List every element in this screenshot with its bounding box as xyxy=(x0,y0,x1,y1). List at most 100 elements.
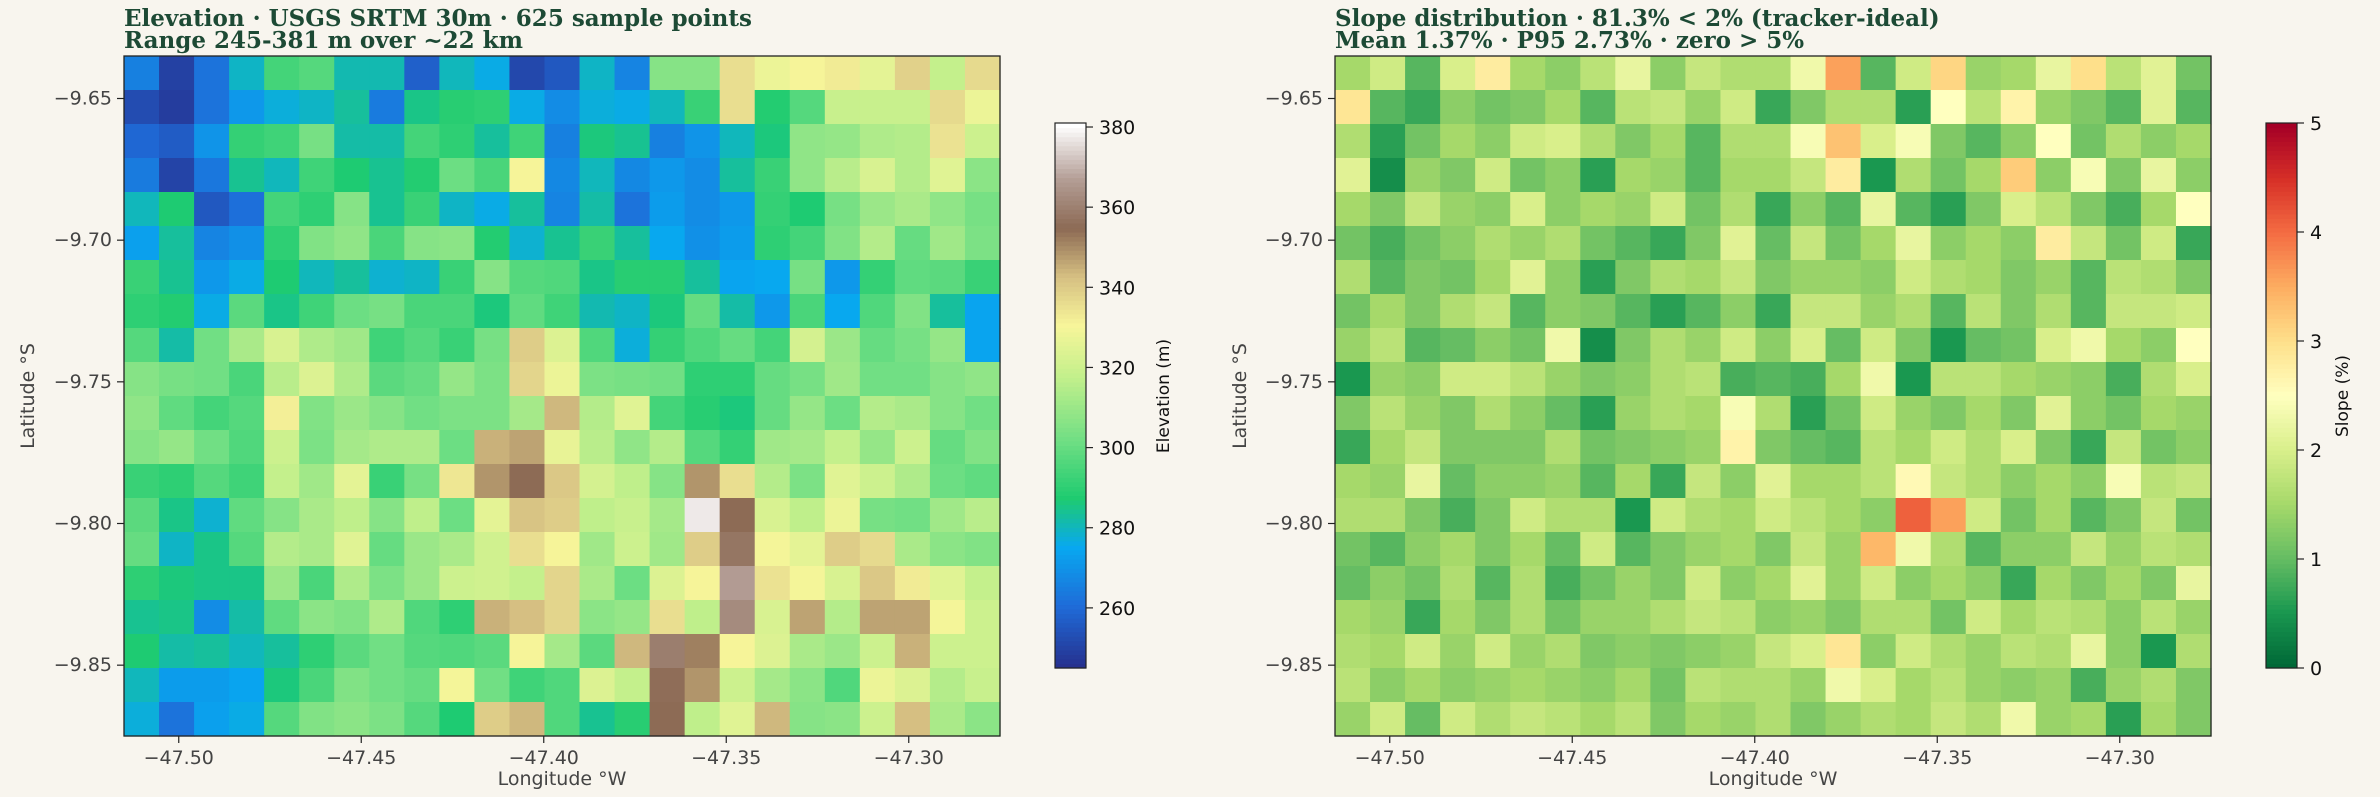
slope-cell xyxy=(2000,328,2037,363)
elevation-cell xyxy=(159,294,195,329)
elevation-cell xyxy=(544,294,581,329)
elevation-cell xyxy=(684,668,721,703)
elevation-cell xyxy=(544,158,581,193)
slope-cell xyxy=(1510,328,1546,363)
slope-cell xyxy=(2105,90,2142,125)
slope-cell xyxy=(2000,532,2037,567)
slope-colorbar-segment xyxy=(2266,390,2297,397)
slope-cell xyxy=(1370,56,1406,91)
elevation-colorbar-segment xyxy=(1055,272,1086,279)
elevation-cell xyxy=(299,192,335,227)
elevation-y-ticks: −9.65 −9.70 −9.75 −9.80 −9.85 xyxy=(54,88,124,676)
elevation-colorbar-segment xyxy=(1055,454,1086,460)
slope-colorbar-segment xyxy=(2266,649,2297,655)
slope-cell xyxy=(1440,226,1476,261)
elevation-cell xyxy=(509,396,546,431)
slope-colorbar-segment xyxy=(2266,422,2297,428)
slope-cell xyxy=(2175,600,2212,635)
slope-colorbar-segment xyxy=(2266,281,2297,288)
slope-cell xyxy=(1965,362,2002,397)
elevation-cell xyxy=(509,464,546,499)
slope-cell xyxy=(1825,498,1862,533)
elevation-x-tick-label: −47.35 xyxy=(691,747,761,769)
elevation-colorbar-segment xyxy=(1055,536,1086,542)
slope-cell xyxy=(1335,464,1371,499)
slope-colorbar-segment xyxy=(2266,168,2297,174)
slope-colorbar-segment xyxy=(2266,291,2297,297)
slope-cell xyxy=(2175,226,2212,261)
slope-colorbar-segment xyxy=(2266,313,2297,319)
slope-colorbar-frame xyxy=(2265,122,2298,669)
slope-cell xyxy=(1790,600,1827,635)
elevation-cell xyxy=(439,294,475,329)
elevation-cell xyxy=(439,56,475,91)
slope-colorbar-segment xyxy=(2266,295,2297,301)
slope-cell xyxy=(1475,192,1511,227)
slope-y-tick-label: −9.85 xyxy=(1265,654,1323,676)
slope-cell xyxy=(1615,158,1651,193)
slope-cell xyxy=(1860,498,1897,533)
slope-colorbar-segment xyxy=(2266,536,2297,542)
elevation-colorbar-segment xyxy=(1055,300,1086,306)
elevation-colorbar-tick-label: 360 xyxy=(1099,197,1135,219)
elevation-cell xyxy=(369,464,405,499)
elevation-cell xyxy=(334,702,370,737)
slope-cell xyxy=(1440,668,1476,703)
slope-cell xyxy=(1930,498,1967,533)
elevation-colorbar-segment xyxy=(1055,559,1086,565)
elevation-cell xyxy=(299,396,335,431)
slope-cell xyxy=(1720,702,1757,737)
slope-cell xyxy=(1475,294,1511,329)
slope-cell xyxy=(1755,226,1792,261)
slope-cell xyxy=(1650,396,1686,431)
slope-cell xyxy=(2140,668,2177,703)
slope-cell xyxy=(2035,566,2072,601)
slope-colorbar-segment xyxy=(2266,254,2297,260)
elevation-cell xyxy=(579,634,616,669)
elevation-cell xyxy=(894,600,931,635)
elevation-cell xyxy=(579,600,616,635)
elevation-cell xyxy=(964,464,1001,499)
slope-cell xyxy=(1370,532,1406,567)
slope-cell xyxy=(1755,158,1792,193)
slope-cell xyxy=(1825,702,1862,737)
elevation-colorbar-segment xyxy=(1055,381,1086,388)
elevation-cell xyxy=(964,600,1001,635)
elevation-cell xyxy=(334,566,370,601)
elevation-cell xyxy=(264,566,300,601)
elevation-cell xyxy=(754,260,791,295)
elevation-colorbar-segment xyxy=(1055,490,1086,497)
elevation-cell xyxy=(229,702,265,737)
elevation-colorbar-segment xyxy=(1055,277,1086,283)
elevation-cell xyxy=(684,464,721,499)
slope-cell xyxy=(1650,600,1686,635)
elevation-cell xyxy=(474,260,511,295)
elevation-cell xyxy=(194,702,230,737)
slope-colorbar-segment xyxy=(2266,608,2297,615)
slope-cell xyxy=(2140,634,2177,669)
slope-cell xyxy=(1755,294,1792,329)
slope-cell xyxy=(1335,566,1371,601)
elevation-colorbar-segment xyxy=(1055,336,1086,342)
elevation-cell xyxy=(474,328,511,363)
slope-colorbar-segment xyxy=(2266,354,2297,360)
elevation-cell xyxy=(544,90,581,125)
elevation-cell xyxy=(159,532,195,567)
slope-colorbar-segment xyxy=(2266,386,2297,392)
elevation-cell xyxy=(404,56,440,91)
slope-cell xyxy=(1440,328,1476,363)
slope-y-tick-label: −9.65 xyxy=(1265,88,1323,110)
slope-cell xyxy=(2035,90,2072,125)
elevation-cell xyxy=(719,532,756,567)
slope-cell xyxy=(2035,226,2072,261)
slope-cell xyxy=(1790,124,1827,159)
slope-cell xyxy=(1790,158,1827,193)
elevation-cell xyxy=(404,294,440,329)
elevation-cell xyxy=(684,328,721,363)
elevation-cell xyxy=(789,634,826,669)
slope-cell xyxy=(1545,124,1581,159)
elevation-cell xyxy=(369,260,405,295)
slope-cell xyxy=(1580,362,1616,397)
slope-cell xyxy=(1895,566,1932,601)
slope-cell xyxy=(2035,668,2072,703)
